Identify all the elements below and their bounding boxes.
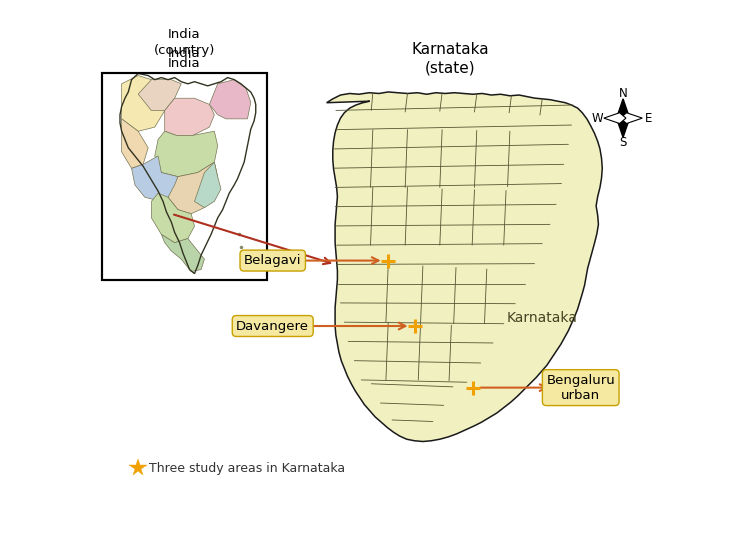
Text: Bengaluru
urban: Bengaluru urban [546, 374, 615, 402]
Polygon shape [161, 235, 205, 272]
Bar [102, 73, 267, 280]
Polygon shape [326, 92, 602, 442]
Text: Three study areas in Karnataka: Three study areas in Karnataka [148, 462, 345, 475]
Polygon shape [604, 113, 626, 123]
Polygon shape [168, 162, 217, 214]
Polygon shape [620, 113, 642, 123]
Polygon shape [131, 156, 178, 202]
Polygon shape [209, 79, 251, 119]
Polygon shape [194, 162, 221, 208]
Polygon shape [138, 79, 182, 111]
Text: Karnataka: Karnataka [507, 311, 578, 326]
Polygon shape [154, 131, 218, 176]
Text: Belagavi: Belagavi [244, 254, 302, 267]
Text: Karnataka
(state): Karnataka (state) [411, 42, 489, 76]
Polygon shape [618, 115, 628, 138]
Text: N: N [619, 87, 628, 100]
Text: S: S [620, 136, 627, 149]
Polygon shape [122, 76, 165, 131]
Text: W: W [592, 112, 604, 124]
Polygon shape [618, 99, 628, 121]
Text: India: India [168, 58, 201, 70]
Text: India: India [168, 47, 201, 60]
Polygon shape [122, 119, 148, 168]
Bar [102, 73, 267, 280]
Text: India
(country): India (country) [154, 27, 215, 56]
Polygon shape [165, 98, 214, 135]
Text: Davangere: Davangere [236, 319, 309, 333]
Polygon shape [152, 193, 194, 243]
Text: E: E [645, 112, 652, 124]
